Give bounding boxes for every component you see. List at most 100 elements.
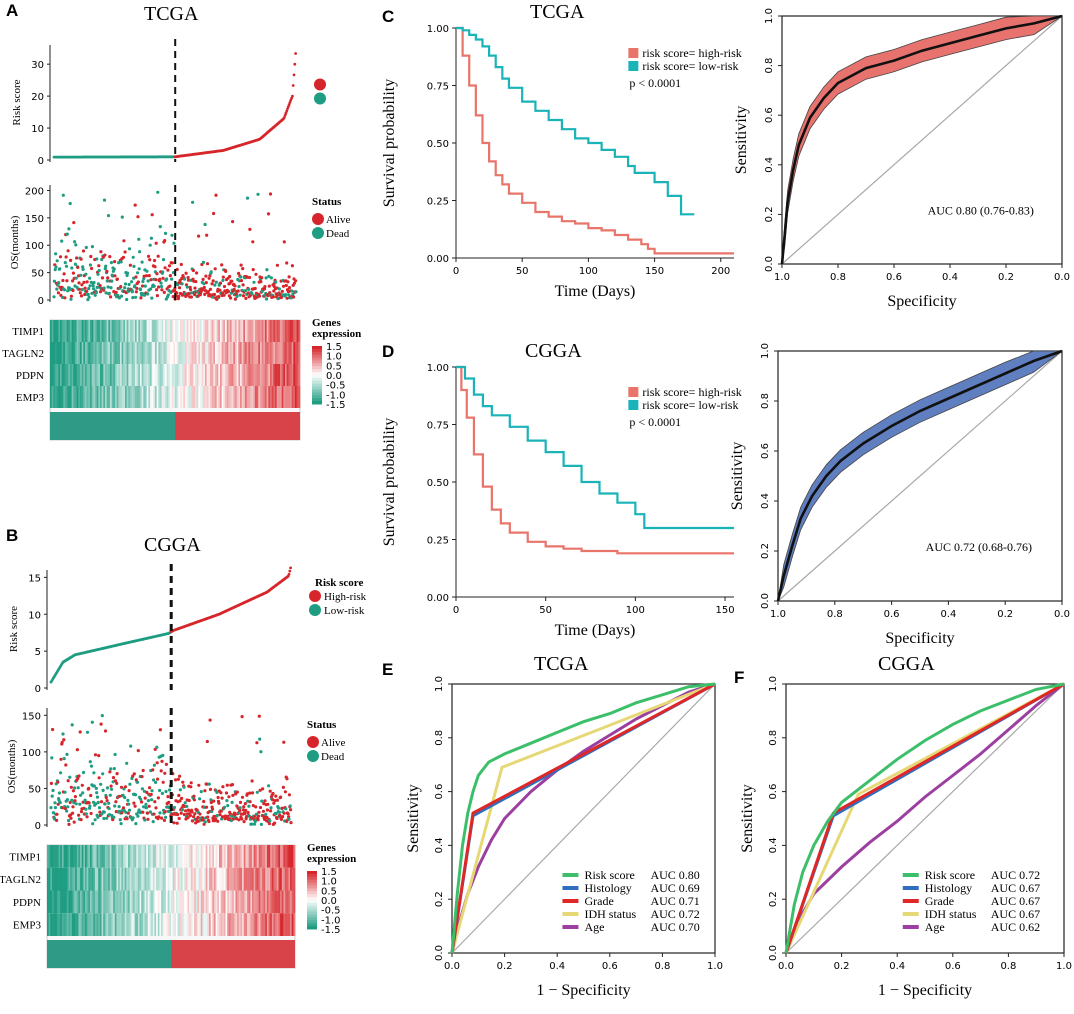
os-point xyxy=(162,818,166,823)
heat-legend-swatch xyxy=(312,369,322,373)
os-point xyxy=(150,213,154,217)
heatmap-cell xyxy=(253,320,256,342)
os-point xyxy=(146,292,150,296)
os-point xyxy=(78,291,82,295)
heatmap-cell xyxy=(116,913,119,936)
heatmap-cell xyxy=(140,386,142,408)
heatmap-cell xyxy=(275,386,277,408)
roc-curve xyxy=(776,349,1063,602)
heatmap-cell xyxy=(178,320,181,342)
heatmap-cell xyxy=(134,913,137,936)
heatmap-cell xyxy=(215,320,217,342)
heatmap-cell xyxy=(235,845,238,868)
panel-title-d: CGGA xyxy=(525,340,582,362)
heatmap-cell xyxy=(108,342,111,364)
heatmap-cell xyxy=(293,364,296,386)
status-dead-dot xyxy=(312,227,324,239)
heatmap-cell xyxy=(147,845,150,868)
heatmap-cell xyxy=(285,890,288,914)
heatmap-cell xyxy=(233,342,236,364)
heatmap-cell xyxy=(228,913,231,936)
heat-legend-swatch xyxy=(307,908,317,913)
heatmap-cell xyxy=(75,845,78,868)
heatmap-cell xyxy=(235,342,237,364)
os-point xyxy=(218,813,222,817)
os-point xyxy=(286,280,290,284)
heatmap-cell xyxy=(106,342,109,364)
heatmap-cell xyxy=(177,913,180,936)
heatmap-cell xyxy=(116,386,119,408)
risk-y-label: Risk score xyxy=(11,79,23,125)
heat-legend-swatch xyxy=(307,873,317,878)
heatmap-cell xyxy=(245,845,248,868)
heatmap-cell xyxy=(120,386,122,408)
heatmap-cell xyxy=(223,913,226,936)
heatmap-cell xyxy=(61,342,64,364)
os-point xyxy=(208,287,212,291)
heatmap-cell xyxy=(144,867,147,891)
os-point xyxy=(254,812,259,816)
heatmap-cell xyxy=(50,867,53,891)
heat-legend-swatch xyxy=(307,905,317,910)
heatmap-cell xyxy=(123,890,125,914)
heatmap-cell xyxy=(60,890,63,914)
heatmap-cell xyxy=(89,913,92,936)
heatmap-cell xyxy=(91,890,94,914)
heatmap-cell xyxy=(186,320,189,342)
os-point xyxy=(221,275,225,279)
heatmap-cell xyxy=(81,342,84,364)
panel-label-d: D xyxy=(382,342,394,361)
x-axis-label: Specificity xyxy=(885,630,954,647)
os-point xyxy=(210,282,214,286)
heatmap-cell xyxy=(116,364,119,386)
os-point xyxy=(49,781,54,786)
heatmap-cell xyxy=(200,342,202,364)
heatmap-cell xyxy=(228,845,231,868)
os-point xyxy=(291,292,295,296)
heatmap-cell xyxy=(243,364,246,386)
os-point xyxy=(94,802,98,806)
heatmap-cell xyxy=(288,845,291,868)
heatmap-cell xyxy=(177,890,180,914)
os-point xyxy=(261,814,265,818)
os-point xyxy=(102,286,106,290)
heat-legend-swatch xyxy=(307,926,317,930)
heatmap-cell xyxy=(248,320,251,342)
roc-plot-cgga: 1.0 0.8 0.6 0.4 0.2 0.00.00.20.40.60.81.0Spec… xyxy=(729,343,1070,647)
os-point xyxy=(279,795,283,799)
risk-point xyxy=(287,103,291,107)
heatmap-cell xyxy=(205,867,208,891)
heatmap-cell xyxy=(226,386,229,408)
heat-legend-title: Genes xyxy=(307,842,336,854)
heatmap-cell xyxy=(131,342,134,364)
heatmap-cell xyxy=(153,386,156,408)
heatmap-cell xyxy=(187,890,190,914)
heatmap-cell xyxy=(215,913,218,936)
heatmap-cell xyxy=(238,386,241,408)
heatmap-cell xyxy=(55,386,57,408)
heatmap-cell xyxy=(176,320,179,342)
heatmap-cell xyxy=(296,342,299,364)
heat-legend-tick: -1.0 xyxy=(321,915,341,926)
legend-auc: AUC 0.67 xyxy=(991,894,1040,908)
os-point xyxy=(149,236,153,240)
os-point xyxy=(69,297,73,301)
heatmap-cell xyxy=(142,845,145,868)
heatmap-cell xyxy=(175,342,177,364)
os-point xyxy=(105,279,109,283)
os-point xyxy=(231,817,235,821)
heatmap-cell xyxy=(80,890,83,914)
heatmap-cell xyxy=(76,913,79,936)
heatmap-cell xyxy=(192,845,195,868)
heatmap-cell xyxy=(80,867,83,891)
x-tick-label: 0.6 xyxy=(884,609,900,620)
os-point xyxy=(96,272,100,276)
heatmap-cell xyxy=(66,845,69,868)
heatmap-cell xyxy=(53,890,56,914)
os-point xyxy=(133,284,137,288)
heatmap-cell xyxy=(144,913,147,936)
heatmap-cell xyxy=(188,342,191,364)
heatmap-cell xyxy=(270,867,273,891)
heatmap-cell xyxy=(95,320,97,342)
heatmap-cell xyxy=(94,890,97,914)
